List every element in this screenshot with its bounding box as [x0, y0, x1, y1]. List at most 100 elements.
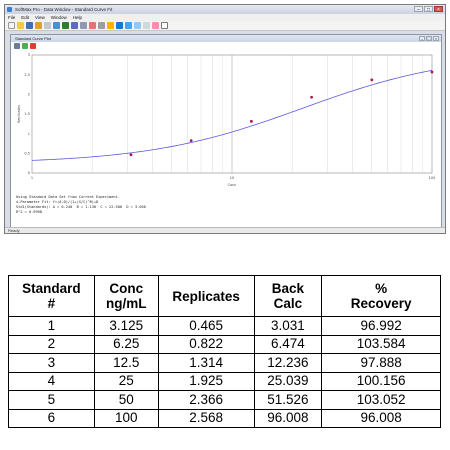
- y-tick-label: 3: [28, 53, 30, 57]
- plot-window-controls: – □ ×: [419, 36, 439, 41]
- plot-minimize-button[interactable]: –: [419, 36, 425, 41]
- standard-curve-plot: 1 10 100 0 0.5 1 1.5 2 2.5 3 Conc Replicates: [17, 53, 436, 187]
- recovery-cell: 97.888: [321, 353, 441, 373]
- menu-view[interactable]: View: [35, 15, 45, 20]
- status-bar: Ready: [5, 227, 445, 233]
- y-axis-label: Replicates: [17, 105, 21, 123]
- menu-file[interactable]: File: [8, 15, 16, 20]
- header-replicates: Replicates: [157, 275, 255, 317]
- maximize-button[interactable]: □: [424, 6, 433, 13]
- header-recovery: % Recovery: [321, 275, 441, 317]
- window-title: SoftMax Pro - Data Window - Standard Cur…: [15, 7, 113, 12]
- recovery-cell: 100.156: [321, 371, 441, 391]
- menu-edit[interactable]: Edit: [21, 15, 30, 20]
- title-bar: SoftMax Pro - Data Window - Standard Cur…: [5, 5, 445, 14]
- plate-icon[interactable]: [53, 22, 60, 29]
- menu-window[interactable]: Window: [50, 15, 67, 20]
- minimize-button[interactable]: –: [414, 6, 423, 13]
- data-point: [310, 95, 313, 99]
- replicates-cell: 0.822: [157, 334, 255, 354]
- chart-icon[interactable]: [152, 22, 159, 29]
- checkbox-icon[interactable]: [161, 22, 168, 29]
- info-line-parameters: Std1(Standards): A = 0.240 B = 1.130 C =…: [16, 205, 146, 209]
- y-tick-label: 2: [28, 93, 30, 97]
- y-tick-label: 1.5: [24, 112, 30, 116]
- standard-cell: 6: [8, 408, 95, 428]
- x-tick-label: 100: [429, 176, 436, 180]
- data-point: [189, 139, 193, 143]
- open-folder-icon[interactable]: [17, 22, 24, 29]
- menu-bar: File Edit View Window Help: [5, 14, 445, 21]
- plot-window: Standard Curve Plot – □ × 1 10 100 0 0.5 1 1.5…: [10, 34, 442, 228]
- table-row: 6 100 2.568 96.008 96.008: [8, 408, 441, 428]
- conc-cell: 25: [93, 371, 159, 391]
- x-axis-label: Conc: [228, 183, 237, 187]
- plot-settings-icon[interactable]: [14, 43, 20, 49]
- plot-window-title: Standard Curve Plot: [15, 36, 52, 41]
- header-conc: Conc ng/mL: [93, 275, 159, 317]
- plot-grid: [92, 55, 424, 173]
- table-row: 1 3.125 0.465 3.031 96.992: [8, 316, 441, 336]
- menu-help[interactable]: Help: [72, 15, 82, 20]
- table-body: 1 3.125 0.465 3.031 96.992 2 6.25 0.822 6.474 103…: [8, 316, 441, 428]
- replicates-cell: 2.568: [157, 408, 255, 428]
- app-logo-icon: [7, 7, 12, 12]
- wand-icon[interactable]: [107, 22, 114, 29]
- window-controls: – □ ×: [414, 6, 443, 13]
- plot-toolbar: [11, 42, 441, 50]
- standard-cell: 2: [8, 334, 95, 354]
- info-line-r-squared: R^2 = 0.9998: [16, 210, 42, 214]
- new-file-icon[interactable]: [8, 22, 15, 29]
- replicates-cell: 1.925: [157, 371, 255, 391]
- plot-window-title-bar: Standard Curve Plot – □ ×: [11, 35, 441, 42]
- standard-cell: 3: [8, 353, 95, 373]
- close-button[interactable]: ×: [434, 6, 443, 13]
- print-icon[interactable]: [89, 22, 96, 29]
- data-point: [370, 78, 374, 82]
- app-window: SoftMax Pro - Data Window - Standard Cur…: [4, 4, 446, 234]
- back-calc-cell: 6.474: [253, 334, 323, 354]
- replicates-cell: 2.366: [157, 390, 255, 410]
- cut-icon[interactable]: [35, 22, 42, 29]
- toolbar: [5, 21, 445, 31]
- document-icon[interactable]: [143, 22, 150, 29]
- recovery-cell: 96.992: [321, 316, 441, 336]
- conc-cell: 12.5: [93, 353, 159, 373]
- table-row: 3 12.5 1.314 12.236 97.888: [8, 353, 441, 373]
- monitor-icon[interactable]: [125, 22, 132, 29]
- back-calc-cell: 25.039: [253, 371, 323, 391]
- info-line-data-source: Using Standard Data Set from Current Exp…: [16, 195, 120, 199]
- x-tick-label: 10: [230, 176, 234, 180]
- back-calc-cell: 51.526: [253, 390, 323, 410]
- table-row: 5 50 2.366 51.526 103.052: [8, 390, 441, 410]
- curve-fit-info: Using Standard Data Set from Current Exp…: [16, 195, 436, 215]
- read-icon[interactable]: [116, 22, 123, 29]
- plot-edit-icon[interactable]: [22, 43, 28, 49]
- status-text: Ready: [8, 228, 20, 233]
- plot-maximize-button[interactable]: □: [426, 36, 432, 41]
- back-calc-cell: 12.236: [253, 353, 323, 373]
- standard-cell: 4: [8, 371, 95, 391]
- data-point: [249, 119, 253, 123]
- x-tick-label: 1: [31, 176, 33, 180]
- settings-icon[interactable]: [98, 22, 105, 29]
- table-icon[interactable]: [71, 22, 78, 29]
- save-icon[interactable]: [26, 22, 33, 29]
- header-back-calc: Back Calc: [253, 275, 323, 317]
- grid-icon[interactable]: [62, 22, 69, 29]
- replicates-cell: 0.465: [157, 316, 255, 336]
- header-standard: Standard #: [8, 275, 95, 317]
- copy-icon[interactable]: [44, 22, 51, 29]
- conc-cell: 100: [93, 408, 159, 428]
- window-icon[interactable]: [134, 22, 141, 29]
- standard-cell: 1: [8, 316, 95, 336]
- table-row: 2 6.25 0.822 6.474 103.584: [8, 334, 441, 354]
- recovery-cell: 103.584: [321, 334, 441, 354]
- y-tick-label: 1: [28, 132, 30, 136]
- data-points: [129, 70, 434, 157]
- plot-zoom-icon[interactable]: [30, 43, 36, 49]
- info-line-fit-equation: 4-Parameter Fit: Y=(A-D)/(1+(X/C)^B)+D: [16, 200, 99, 204]
- recovery-cell: 96.008: [321, 408, 441, 428]
- graph-icon[interactable]: [80, 22, 87, 29]
- plot-close-button[interactable]: ×: [433, 36, 439, 41]
